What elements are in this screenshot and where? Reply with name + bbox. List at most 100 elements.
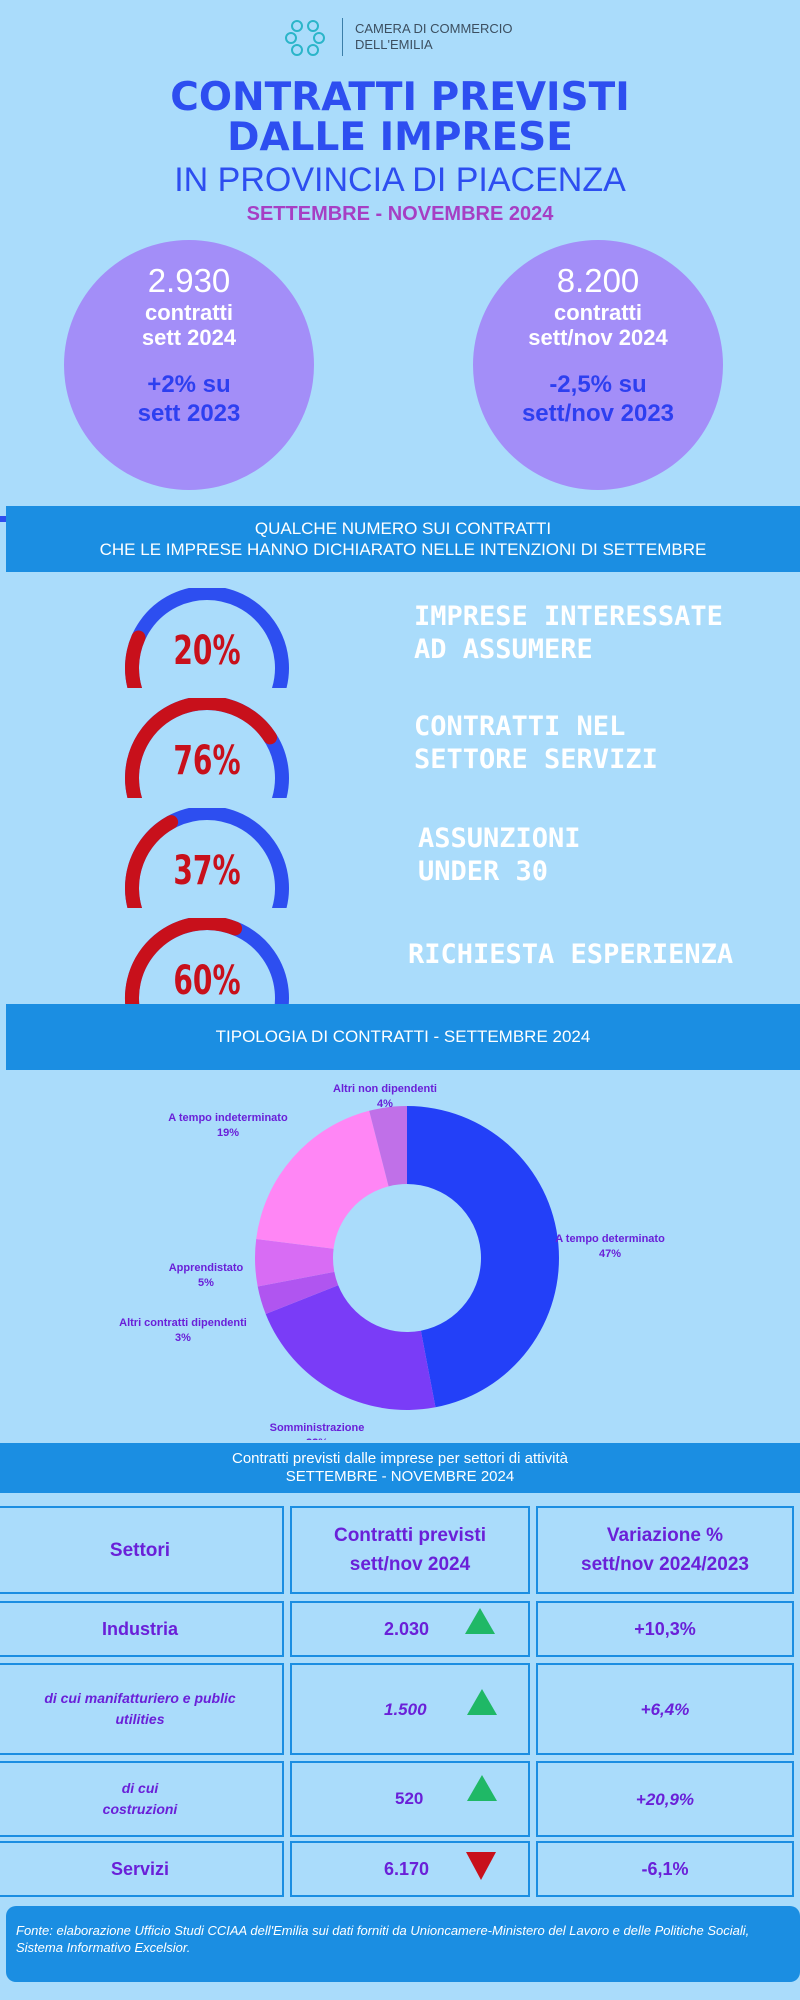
trend-up-icon bbox=[467, 1775, 497, 1801]
donut-slice bbox=[256, 1110, 389, 1249]
page-subtitle: IN PROVINCIA DI PIACENZA bbox=[174, 161, 626, 199]
gauge-fill bbox=[125, 815, 179, 908]
donut-slice bbox=[407, 1106, 559, 1408]
table-row-value: 520 bbox=[290, 1761, 530, 1837]
section-header-line1: QUALCHE NUMERO SUI CONTRATTI bbox=[254, 519, 552, 538]
gauge-row-servizi: 76% CONTRATTI NEL SETTORE SERVIZI bbox=[118, 698, 800, 798]
table-row-sector: di cui costruzioni bbox=[0, 1761, 284, 1837]
gauge-fill bbox=[125, 918, 243, 1018]
kpi-variation-line1: +2% su bbox=[147, 371, 231, 398]
kpi-circle-september: 2.930 contratti sett 2024 +2% su sett 20… bbox=[64, 240, 314, 490]
table-header-variation-line1: Variazione % bbox=[606, 1525, 724, 1546]
table-row-sector: Servizi bbox=[0, 1841, 284, 1897]
gauge-chart bbox=[125, 918, 289, 1018]
section-header-sectors: Contratti previsti dalle imprese per set… bbox=[0, 1443, 800, 1493]
donut-slice-label: A tempo indeterminato bbox=[168, 1112, 288, 1124]
donut-slice bbox=[257, 1271, 339, 1314]
gauge-label: ASSUNZIONI UNDER 30 bbox=[418, 822, 581, 888]
section-header-line1: Contratti previsti dalle imprese per set… bbox=[232, 1450, 568, 1467]
table-header-contracts-line1: Contratti previsti bbox=[333, 1525, 487, 1546]
table-row-value: 6.170 bbox=[290, 1841, 530, 1897]
gauge-row-esperienza: 60% RICHIESTA ESPERIENZA bbox=[118, 918, 800, 1018]
gauge-percentage: 76% bbox=[173, 738, 241, 784]
gauge-label-line2: SETTORE SERVIZI bbox=[414, 744, 658, 775]
donut-slice-percentage: 3% bbox=[175, 1332, 191, 1344]
donut-slice-percentage: 22% bbox=[306, 1437, 328, 1440]
section-header-contract-types: TIPOLOGIA DI CONTRATTI - SETTEMBRE 2024 bbox=[6, 1004, 800, 1070]
page-title-line2: DALLE IMPRESE bbox=[227, 115, 573, 160]
camera-commercio-logo-icon bbox=[285, 20, 325, 56]
donut-slice-label: Somministrazione bbox=[270, 1422, 365, 1434]
section-header-line2: SETTEMBRE - NOVEMBRE 2024 bbox=[285, 1468, 515, 1485]
trend-down-icon bbox=[466, 1852, 496, 1880]
donut-chart: A tempo determinato 47% Somministrazione 22… bbox=[119, 1083, 665, 1440]
gauge-percentage: 20% bbox=[173, 628, 241, 674]
gauge-label-line1: ASSUNZIONI bbox=[418, 823, 581, 854]
trend-up-icon bbox=[465, 1608, 495, 1634]
gauge-chart bbox=[125, 808, 289, 908]
table-row-change: +6,4% bbox=[536, 1663, 794, 1755]
logo-divider bbox=[342, 18, 343, 56]
section-header-line2: CHE LE IMPRESE HANNO DICHIARATO NELLE IN… bbox=[99, 540, 707, 559]
donut-slice-percentage: 4% bbox=[377, 1098, 393, 1110]
table-row-change: +10,3% bbox=[536, 1601, 794, 1657]
table-row-change: -6,1% bbox=[536, 1841, 794, 1897]
sector-line1: di cui manifatturiero e public bbox=[44, 1690, 236, 1706]
sector-line1: di cui bbox=[121, 1780, 159, 1796]
table-header-variation-line2: sett/nov 2024/2023 bbox=[581, 1554, 749, 1575]
donut-slice-percentage: 19% bbox=[217, 1127, 239, 1139]
gauge-label-line1: CONTRATTI NEL bbox=[414, 711, 626, 742]
kpi-variation-line2: sett 2023 bbox=[137, 400, 241, 427]
table-row-sector: di cui manifatturiero e public utilities bbox=[0, 1663, 284, 1755]
gauge-label-line2: AD ASSUMERE bbox=[414, 634, 593, 665]
kpi-label-line1: contratti bbox=[554, 300, 642, 325]
table-row-change: +20,9% bbox=[536, 1761, 794, 1837]
gauge-chart bbox=[125, 698, 289, 798]
gauge-fill bbox=[125, 630, 146, 688]
table-header-contracts: Contratti previsti sett/nov 2024 bbox=[290, 1506, 530, 1594]
donut-slice-label: Altri non dipendenti bbox=[333, 1083, 437, 1095]
gauge-label: CONTRATTI NEL SETTORE SERVIZI bbox=[414, 710, 658, 776]
sector-line2: utilities bbox=[115, 1711, 165, 1727]
donut-slice bbox=[369, 1106, 407, 1187]
gauge-chart bbox=[125, 588, 289, 688]
donut-slice-label: Altri contratti dipendenti bbox=[119, 1317, 247, 1329]
table-header-contracts-line2: sett/nov 2024 bbox=[349, 1554, 471, 1575]
gauge-percentage: 60% bbox=[173, 958, 241, 1004]
section-header-numbers: QUALCHE NUMERO SUI CONTRATTI CHE LE IMPR… bbox=[6, 506, 800, 572]
gauge-percentage: 37% bbox=[173, 848, 241, 894]
gauge-row-under30: 37% ASSUNZIONI UNDER 30 bbox=[118, 808, 800, 908]
sector-line2: costruzioni bbox=[102, 1801, 178, 1817]
kpi-value: 8.200 bbox=[556, 262, 640, 299]
kpi-label-line1: contratti bbox=[145, 300, 233, 325]
kpi-variation-line2: sett/nov 2023 bbox=[521, 400, 675, 427]
donut-slice-percentage: 5% bbox=[198, 1277, 214, 1289]
kpi-label-line2: sett 2024 bbox=[141, 325, 237, 350]
donut-slice-label: A tempo determinato bbox=[555, 1233, 665, 1245]
donut-slice-percentage: 47% bbox=[599, 1248, 621, 1260]
kpi-variation-line1: -2,5% su bbox=[549, 371, 647, 398]
gauge-fill bbox=[125, 698, 278, 798]
gauge-label-line2: UNDER 30 bbox=[418, 856, 549, 887]
table-header-sectors: Settori bbox=[0, 1506, 284, 1594]
kpi-label-line2: sett/nov 2024 bbox=[528, 325, 668, 350]
table-row-value: 2.030 bbox=[290, 1601, 530, 1657]
period-label: SETTEMBRE - NOVEMBRE 2024 bbox=[246, 203, 554, 225]
table-row-sector: Industria bbox=[0, 1601, 284, 1657]
gauge-row-imprese: 20% IMPRESE INTERESSATE AD ASSUMERE bbox=[118, 588, 800, 688]
gauge-label-line1: RICHIESTA ESPERIENZA bbox=[408, 939, 734, 970]
trend-up-icon bbox=[467, 1689, 497, 1715]
gauge-label-line1: IMPRESE INTERESSATE bbox=[414, 601, 723, 632]
organization-name: CAMERA DI COMMERCIO DELL'EMILIA bbox=[355, 21, 512, 53]
source-note: Fonte: elaborazione Ufficio Studi CCIAA … bbox=[6, 1906, 800, 1982]
page-title: CONTRATTI PREVISTI DALLE IMPRESE bbox=[0, 78, 800, 158]
page-title-line1: CONTRATTI PREVISTI bbox=[170, 75, 630, 120]
table-row-value: 1.500 bbox=[290, 1663, 530, 1755]
kpi-circle-quarter: 8.200 contratti sett/nov 2024 -2,5% su s… bbox=[473, 240, 723, 490]
organization-name-line1: CAMERA DI COMMERCIO bbox=[355, 21, 513, 36]
donut-slice bbox=[265, 1285, 436, 1410]
organization-name-line2: DELL'EMILIA bbox=[355, 37, 433, 52]
band-marker bbox=[0, 516, 6, 522]
donut-slice-label: Apprendistato bbox=[169, 1262, 244, 1274]
gauge-label: IMPRESE INTERESSATE AD ASSUMERE bbox=[414, 600, 723, 666]
